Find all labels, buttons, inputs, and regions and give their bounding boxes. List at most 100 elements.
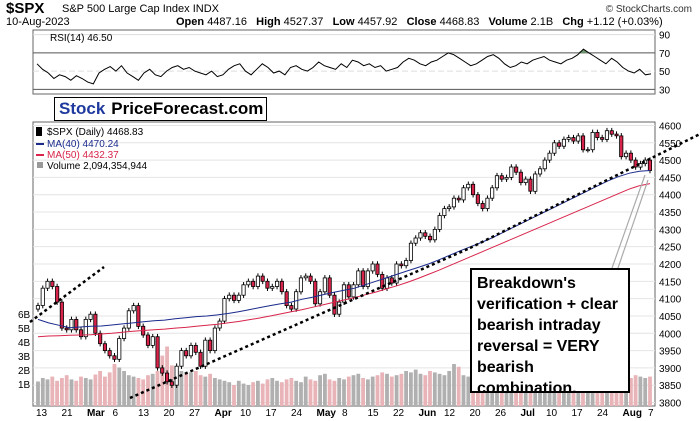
candle-body xyxy=(246,280,251,286)
price-tick-label: 4550 xyxy=(659,139,682,150)
candle-body xyxy=(169,381,174,386)
volume-bar xyxy=(103,376,107,406)
candle-body xyxy=(351,284,356,298)
volume-bar xyxy=(160,355,165,406)
volume-bar xyxy=(461,375,466,406)
x-tick-label: Apr xyxy=(215,408,232,419)
candle-body xyxy=(69,318,74,331)
volume-bar xyxy=(227,382,232,406)
volume-bar xyxy=(136,378,141,406)
candle-body xyxy=(126,310,131,329)
candle-body xyxy=(432,228,437,241)
volume-bar xyxy=(222,380,227,406)
candle-body xyxy=(365,270,370,287)
close-label: Close xyxy=(406,16,437,28)
candle-body xyxy=(624,152,629,158)
candle-body xyxy=(442,208,447,216)
candle-body xyxy=(289,305,294,310)
volume-bar xyxy=(366,379,370,406)
candle-body xyxy=(518,171,523,183)
candle-body xyxy=(222,298,227,322)
volume-tick-label: 2B xyxy=(18,366,31,377)
volume-bar xyxy=(126,375,131,406)
volume-bar xyxy=(638,376,643,406)
volume-bar xyxy=(155,371,160,406)
candles xyxy=(35,127,652,388)
trendline-support xyxy=(129,246,471,400)
logo-part-2: PriceForecast.com xyxy=(111,99,264,118)
volume-bar xyxy=(284,379,289,406)
trendline-support-extension xyxy=(469,132,700,250)
volume-bar xyxy=(313,380,318,406)
candle-body xyxy=(581,135,586,151)
rsi-line xyxy=(36,48,652,85)
legend-ma40: MA(40) 4470.24 xyxy=(47,139,119,150)
candle-body xyxy=(337,301,342,315)
volume-bar xyxy=(98,371,102,406)
volume-bar xyxy=(198,375,203,406)
candle-body xyxy=(628,152,633,161)
price-tick-label: 4200 xyxy=(659,260,682,271)
price-tick-label: 4600 xyxy=(659,121,682,132)
volume-bar xyxy=(332,380,337,406)
candle-body xyxy=(557,142,562,147)
x-tick-label: May xyxy=(317,408,337,419)
volume-bar xyxy=(633,375,638,406)
x-tick-label: 26 xyxy=(495,408,507,419)
legend-volume-swatch xyxy=(37,162,43,168)
candle-body xyxy=(174,365,179,386)
x-tick-label: 13 xyxy=(138,408,150,419)
volume-bar xyxy=(327,379,332,406)
candle-body xyxy=(265,280,270,289)
open-value: 4487.16 xyxy=(207,16,247,28)
legend-volume: Volume 2,094,354,944 xyxy=(47,161,148,172)
x-tick-label: 10 xyxy=(546,408,558,419)
volume-bar xyxy=(36,381,40,406)
legend-ma50: MA(50) 4432.37 xyxy=(47,150,119,161)
x-tick-label: Jul xyxy=(521,408,536,419)
volume-bar xyxy=(389,376,394,406)
candle-body xyxy=(451,197,456,208)
volume-bar xyxy=(93,374,98,406)
candle-body xyxy=(102,343,108,352)
brand-watermark: © StockCharts.com xyxy=(605,4,692,15)
candle-body xyxy=(117,338,122,360)
rsi-grid xyxy=(33,34,655,90)
candle-body xyxy=(303,275,308,279)
price-tick-label: 4350 xyxy=(659,208,682,219)
candle-body xyxy=(361,270,366,287)
candle-body xyxy=(313,280,318,305)
candle-body xyxy=(413,237,418,244)
candle-body xyxy=(399,263,404,267)
x-tick-label: Aug xyxy=(623,408,642,419)
close-value: 4468.83 xyxy=(439,16,480,28)
candle-body xyxy=(93,313,98,334)
volume-bar xyxy=(241,383,246,406)
candle-body xyxy=(418,232,423,239)
candle-body xyxy=(523,178,528,184)
x-tick-label: 20 xyxy=(470,408,482,419)
volume-bar xyxy=(60,378,64,406)
rsi-frame xyxy=(32,29,656,95)
volume-tick-label: 5B xyxy=(18,324,31,335)
volume-bar xyxy=(380,372,385,406)
candle-body xyxy=(188,344,194,357)
volume-bar xyxy=(442,375,447,406)
volume-bar xyxy=(643,378,648,406)
candle-body xyxy=(538,168,543,175)
candle-body xyxy=(408,242,413,261)
volume-bar xyxy=(251,382,255,406)
volume-bar xyxy=(452,364,456,406)
candle-body xyxy=(212,327,217,352)
price-tick-label: 4300 xyxy=(659,225,682,236)
volume-bar xyxy=(342,379,346,406)
volume-bar xyxy=(423,375,428,406)
candle-body xyxy=(485,197,490,209)
volume-bar xyxy=(236,380,241,406)
candle-body xyxy=(35,305,40,310)
candle-body xyxy=(585,149,590,152)
candle-body xyxy=(475,194,480,204)
volume-bar xyxy=(437,373,442,406)
candle-body xyxy=(50,280,55,287)
volume-bar xyxy=(232,385,236,406)
